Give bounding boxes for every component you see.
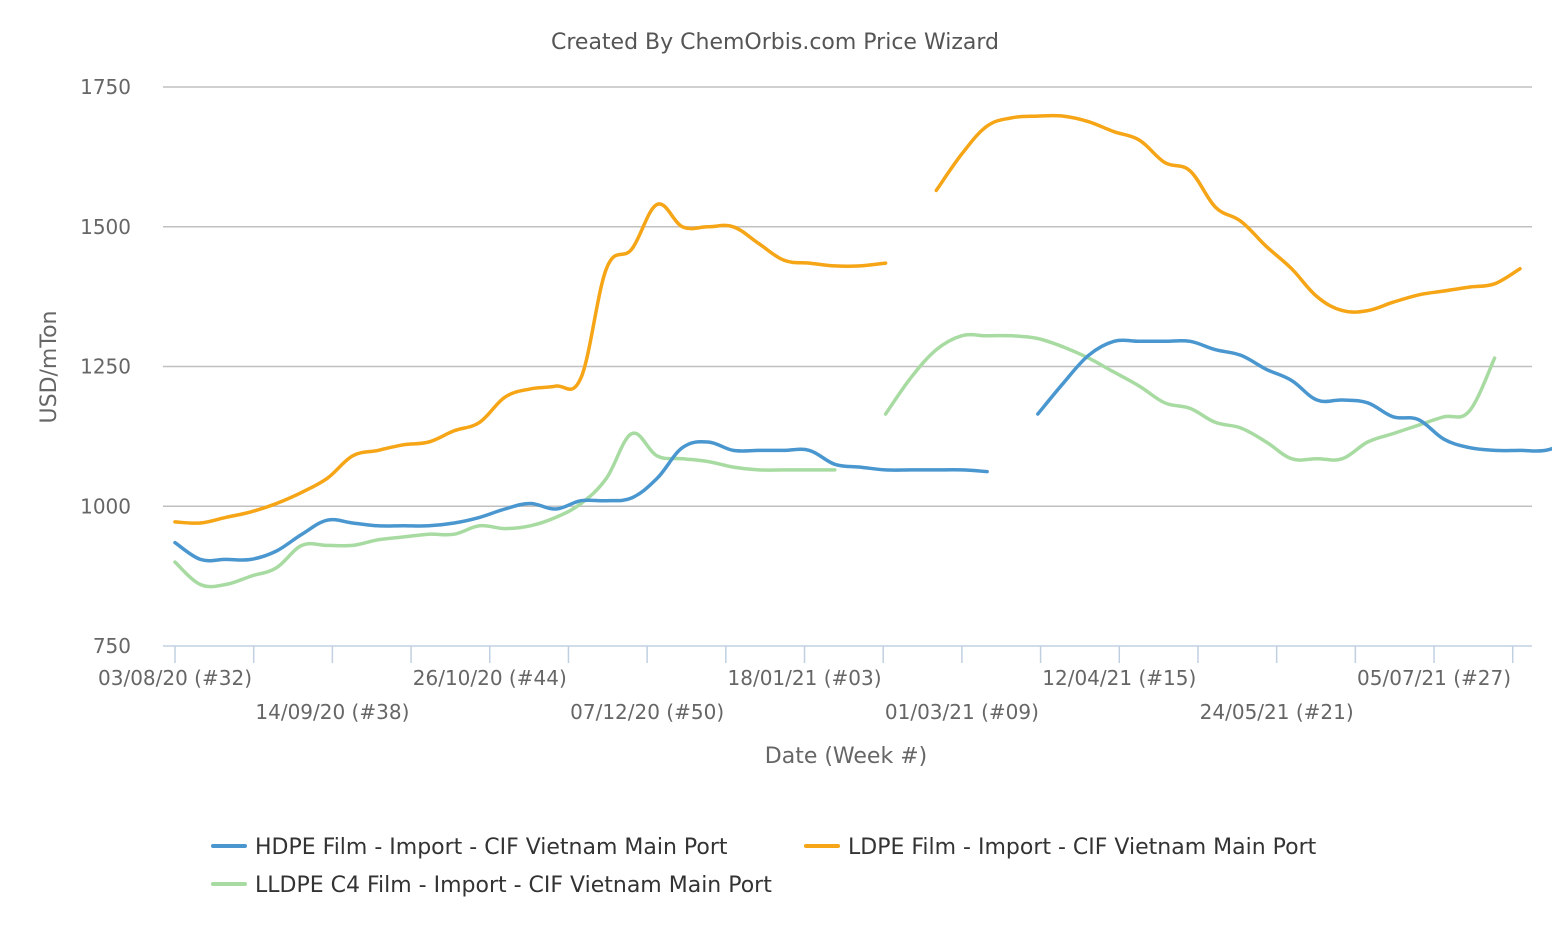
x-axis: 03/08/20 (#32)14/09/20 (#38)26/10/20 (#4… [98,645,1532,724]
y-tick-label: 1750 [80,75,131,99]
y-axis: 750 1000 1250 1500 1750 [80,75,131,658]
legend-label: LLDPE C4 Film - Import - CIF Vietnam Mai… [255,873,772,898]
legend-label: LDPE Film - Import - CIF Vietnam Main Po… [848,835,1317,860]
series-line-3-segment-2 [883,332,1497,462]
chart-title: Created By ChemOrbis.com Price Wizard [551,30,999,55]
x-axis-title: Date (Week #) [765,744,927,769]
x-tick-label: 14/09/20 (#38) [255,700,409,724]
series-line-3-segment-1 [173,431,837,589]
x-tick-label: 12/04/21 (#15) [1042,666,1196,690]
y-tick-label: 1250 [80,355,131,379]
series-line-1-segment-1 [173,439,989,563]
y-tick-label: 1500 [80,215,131,239]
legend-label: HDPE Film - Import - CIF Vietnam Main Po… [255,835,728,860]
legend: HDPE Film - Import - CIF Vietnam Main Po… [211,835,1317,898]
series-lines [173,113,1552,589]
x-tick-label: 24/05/21 (#21) [1200,700,1354,724]
legend-item-3[interactable]: LLDPE C4 Film - Import - CIF Vietnam Mai… [211,873,772,898]
series-line-1-segment-2 [1036,338,1552,453]
y-axis-title: USD/mTon [37,311,62,424]
x-tick-label: 01/03/21 (#09) [885,700,1039,724]
legend-item-1[interactable]: HDPE Film - Import - CIF Vietnam Main Po… [211,835,728,860]
x-tick-label: 03/08/20 (#32) [98,666,252,690]
series-line-2-segment-1 [173,202,888,525]
series-line-2-segment-2 [934,113,1522,314]
gridlines [163,86,1532,507]
x-tick-label: 07/12/20 (#50) [570,700,724,724]
x-tick-label: 26/10/20 (#44) [413,666,567,690]
x-tick-label: 05/07/21 (#27) [1357,666,1511,690]
y-tick-label: 1000 [80,494,131,518]
y-tick-label: 750 [93,634,131,658]
x-tick-label: 18/01/21 (#03) [728,666,882,690]
legend-item-2[interactable]: LDPE Film - Import - CIF Vietnam Main Po… [804,835,1317,860]
